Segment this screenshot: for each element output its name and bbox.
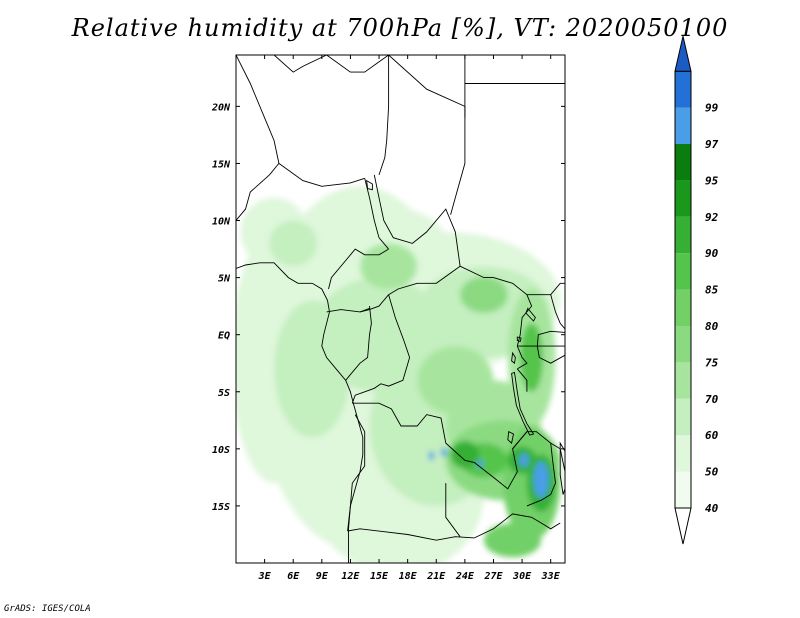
lat-tick-label: 5S [218, 388, 230, 399]
colorbar-segment [675, 471, 691, 508]
grads-credit: GrADS: IGES/COLA [4, 604, 91, 614]
lake-outline [516, 336, 522, 343]
humidity-patch [519, 453, 529, 468]
colorbar-arrow-high [674, 36, 692, 72]
colorbar-label: 75 [705, 356, 719, 369]
lat-tick-label: EQ [218, 331, 230, 342]
map-axes: 3E 6E 9E 12E 15E 18E 21E 24E 27E 30E 33E 20N 15N 10N 5… [211, 55, 565, 582]
humidity-patch [441, 447, 447, 457]
lon-tick-label: 24E [455, 571, 475, 582]
map-plot-area [236, 55, 565, 563]
colorbar-segment [675, 398, 691, 436]
lon-tick-label: 6E [287, 571, 300, 582]
country-boundary [474, 513, 561, 539]
colorbar-label: 85 [705, 284, 719, 297]
lake-outline [559, 441, 565, 495]
humidity-patch [428, 451, 435, 461]
country-boundary [512, 431, 565, 472]
lon-tick-label: 9E [316, 571, 329, 582]
humidity-field [236, 186, 561, 563]
colorbar-label: 95 [705, 174, 719, 187]
humidity-patch [359, 243, 418, 290]
lon-tick-label: 18E [399, 571, 418, 582]
colorbar-segment [675, 253, 691, 290]
country-boundary [236, 55, 280, 164]
country-boundary [326, 307, 370, 313]
colorbar-segment [675, 107, 691, 144]
colorbar-label: 90 [705, 247, 719, 260]
country-boundary [345, 306, 372, 381]
colorbar-label: 60 [705, 429, 719, 442]
lake-outline [536, 330, 565, 364]
lake-outline [366, 179, 373, 191]
colorbar-segment [675, 362, 691, 399]
country-boundary [359, 294, 389, 313]
lon-tick-label: 21E [426, 571, 446, 582]
lat-tick-label: 5N [218, 274, 231, 285]
lon-tick-label: 3E [258, 571, 272, 582]
colorbar-label: 97 [705, 138, 719, 151]
humidity-patch [269, 220, 318, 267]
country-boundary [445, 483, 461, 537]
country-boundary [364, 178, 389, 250]
colorbar-arrow-low [674, 507, 692, 545]
country-boundary [526, 443, 556, 507]
lon-tick-label: 30E [512, 571, 532, 582]
country-boundary [273, 55, 327, 73]
lake-outline [525, 307, 536, 322]
colorbar-segment [675, 435, 691, 472]
country-boundary [550, 294, 565, 330]
colorbar-segment [675, 216, 691, 254]
chart-title: Relative humidity at 700hPa [%], VT: 202… [71, 14, 729, 42]
colorbar-label: 80 [705, 320, 719, 333]
humidity-patch [450, 440, 480, 469]
country-boundary [516, 345, 528, 370]
colorbar: 40 50 60 70 75 80 85 90 92 95 97 99 [674, 36, 719, 545]
lat-tick-label: 15S [212, 502, 230, 513]
country-boundary [450, 55, 466, 215]
colorbar-label: 70 [705, 393, 719, 406]
lake-outline [511, 371, 535, 436]
country-boundary [351, 294, 411, 404]
map-frame [235, 54, 566, 564]
country-boundary [328, 248, 389, 290]
country-boundary [347, 528, 475, 541]
humidity-patch [483, 523, 542, 558]
lat-tick-label: 10N [212, 217, 231, 228]
colorbar-segment [675, 326, 691, 363]
colorbar-label: 99 [705, 102, 719, 115]
country-boundary [278, 163, 365, 187]
lat-tick-label: 15N [212, 159, 231, 170]
lat-tick-label: 10S [212, 445, 230, 456]
lon-tick-label: 33E [541, 571, 561, 582]
country-boundary [352, 402, 528, 490]
country-boundary [516, 294, 533, 347]
colorbar-label: 92 [705, 211, 719, 224]
country-boundary [373, 174, 461, 267]
lake-outline [507, 431, 515, 444]
lat-tick-label: 20N [211, 102, 231, 113]
colorbar-segment [675, 180, 691, 217]
humidity-patch [520, 323, 544, 392]
lon-tick-label: 15E [370, 571, 389, 582]
lon-tick-label: 12E [341, 571, 360, 582]
humidity-patch [460, 276, 508, 313]
colorbar-label: 50 [705, 466, 719, 479]
country-boundary [378, 55, 390, 176]
country-boundary [326, 55, 389, 73]
country-boundary [516, 368, 528, 392]
map-outlines [236, 55, 565, 563]
colorbar-label: 40 [705, 502, 719, 515]
country-boundary [236, 163, 280, 221]
coastline [236, 262, 364, 563]
colorbar-segment [675, 71, 691, 108]
colorbar-segment [675, 289, 691, 326]
colorbar-segment [675, 144, 691, 181]
humidity-patch [533, 461, 549, 498]
lon-tick-label: 27E [483, 571, 503, 582]
lake-outline [511, 351, 516, 365]
country-boundary [388, 265, 461, 296]
